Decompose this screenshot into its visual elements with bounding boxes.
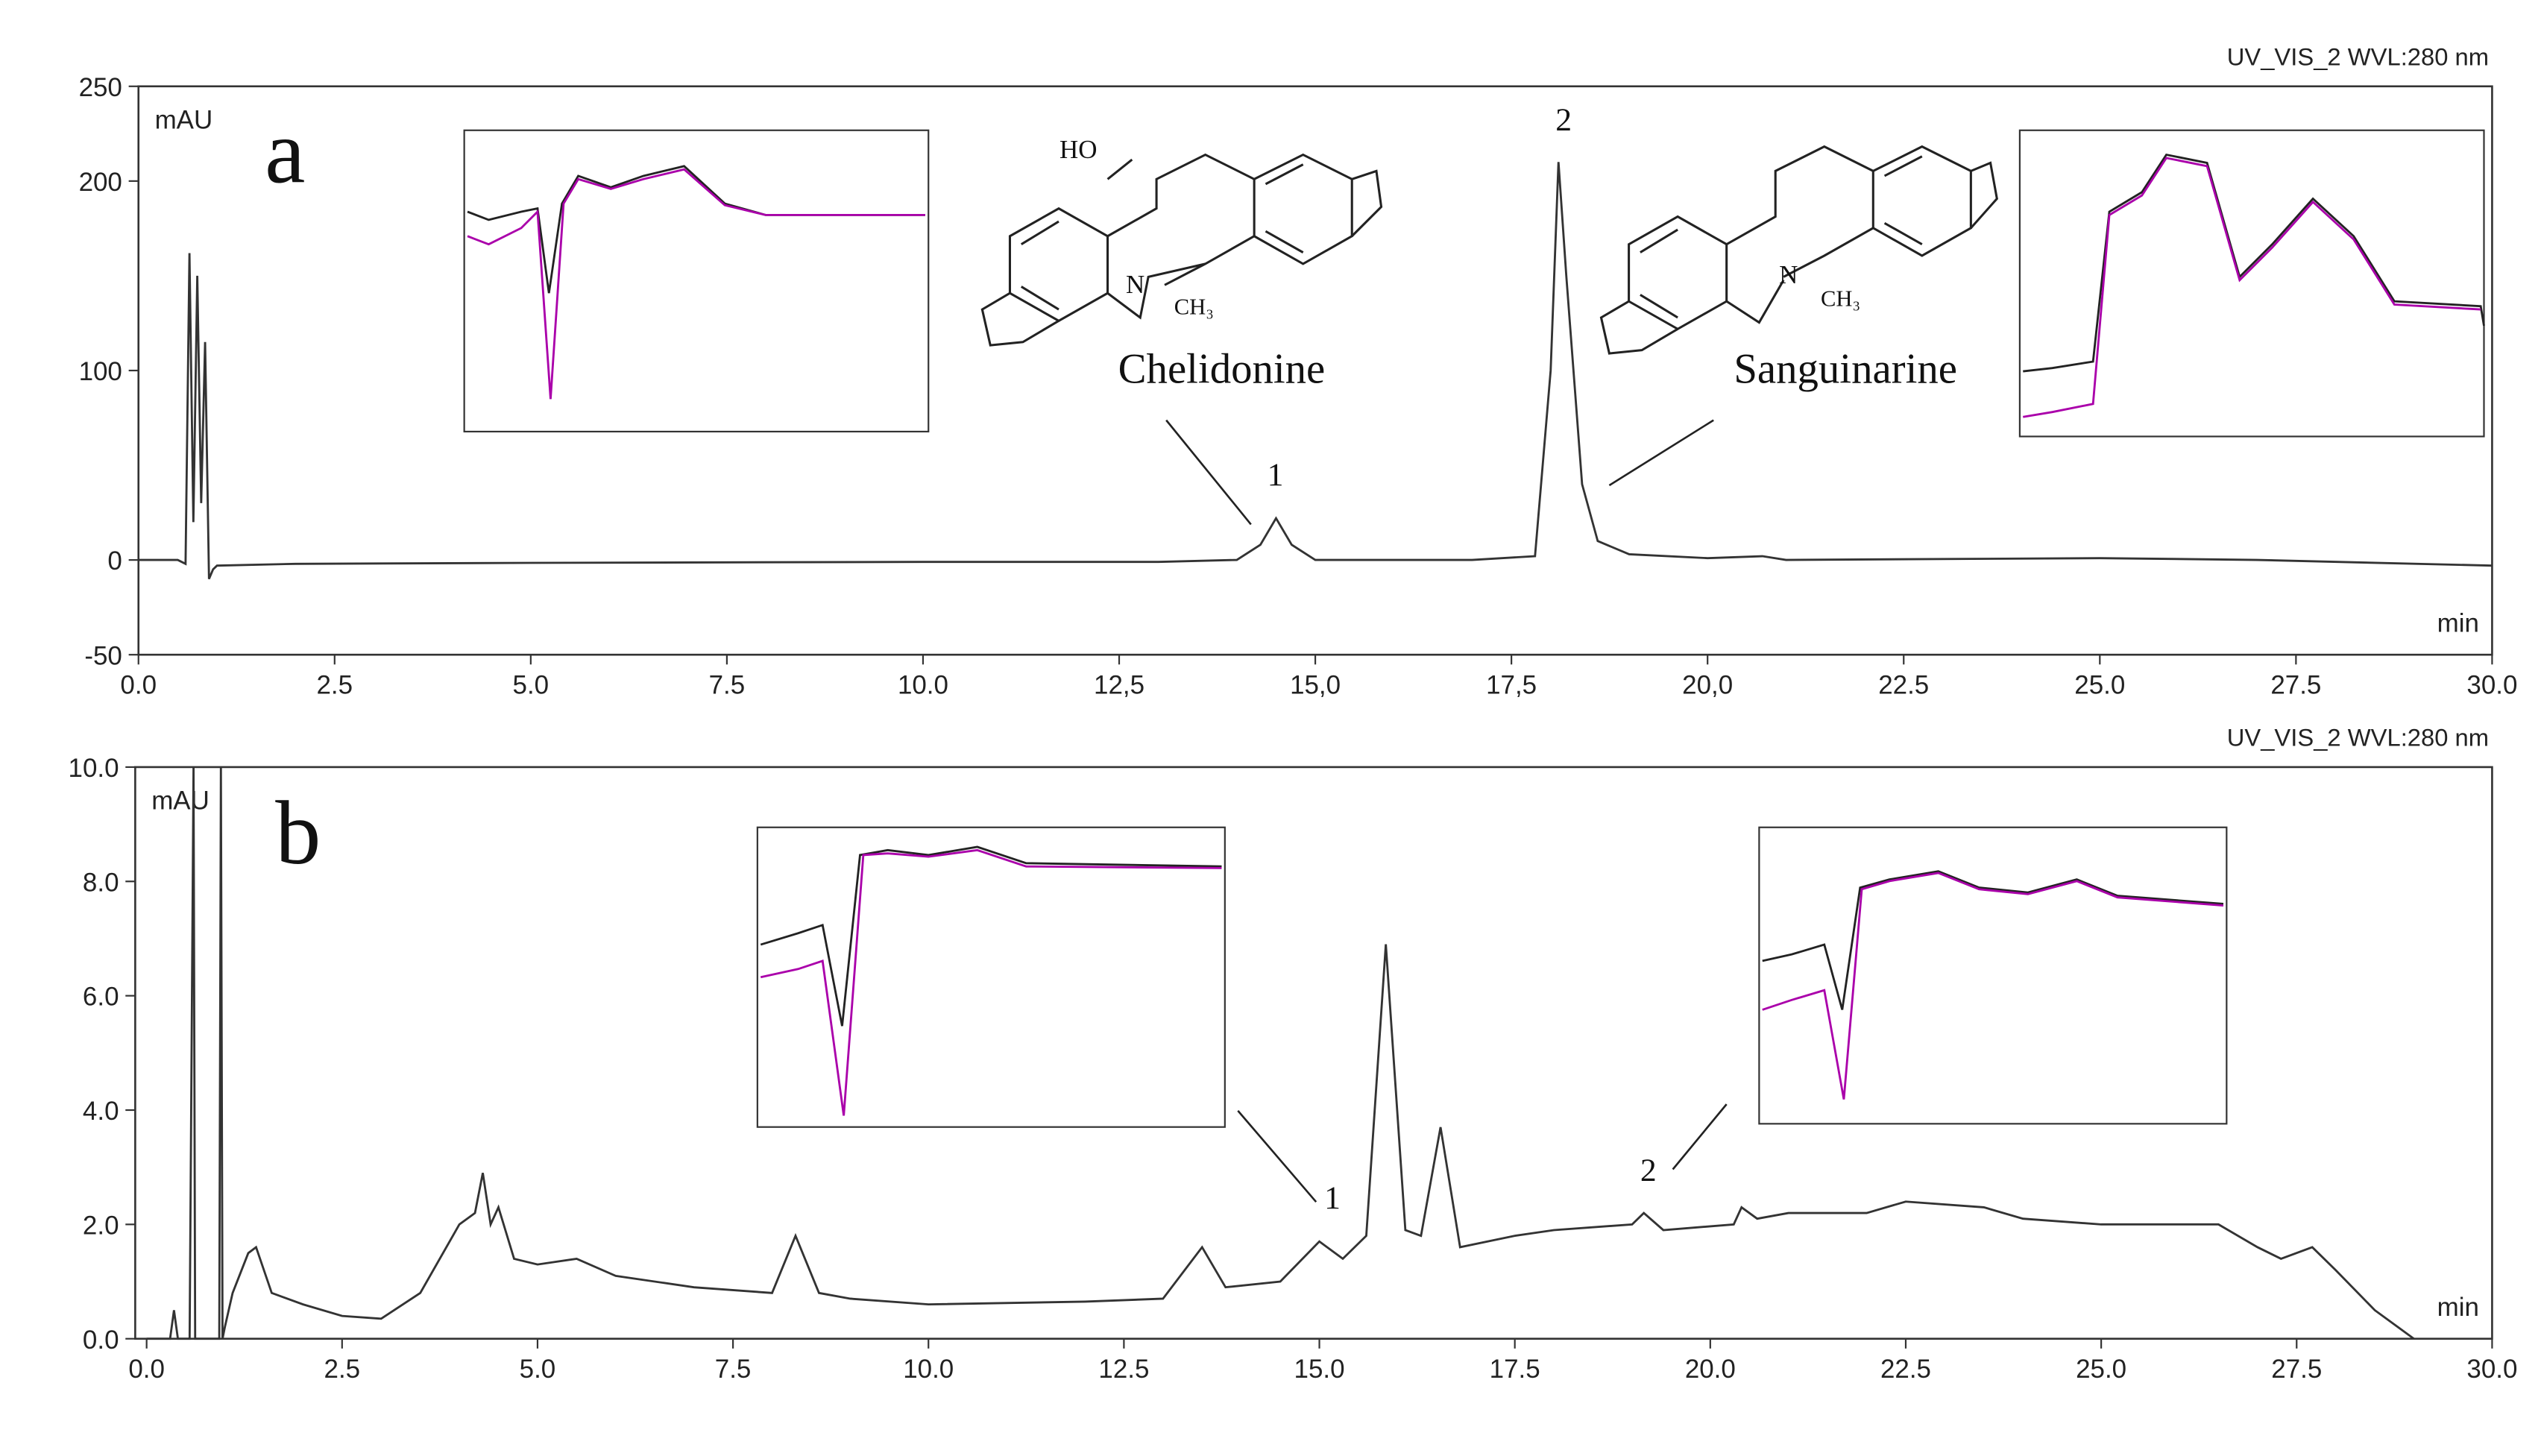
x-tick-label: 15.0 <box>1294 1355 1345 1384</box>
x-tick-label: 10.0 <box>903 1355 954 1384</box>
x-tick-label: 27.5 <box>2271 1355 2322 1384</box>
x-tick-label: 20,0 <box>1682 671 1733 700</box>
x-tick-label: 7.5 <box>709 671 746 700</box>
x-tick-label: 12.5 <box>1098 1355 1149 1384</box>
annotation: 1 <box>1324 1180 1341 1216</box>
x-tick-label: 20.0 <box>1685 1355 1736 1384</box>
x-tick-label: 17.5 <box>1490 1355 1540 1384</box>
y-tick-label: 250 <box>79 73 122 102</box>
x-tick-label: 25.0 <box>2074 671 2125 700</box>
structure-drawings <box>980 145 1998 355</box>
x-tick-label: 2.5 <box>324 1355 361 1384</box>
plot-frame <box>134 766 2493 1340</box>
chromatogram-line <box>138 162 2493 580</box>
x-tick-label: 0.0 <box>120 671 157 700</box>
x-tick-label: 30.0 <box>2466 671 2517 700</box>
chromatogram-line <box>146 766 2415 1340</box>
y-tick-label: -50 <box>84 641 122 670</box>
y-tick-label: 6.0 <box>83 983 119 1012</box>
annotation: CH₃ <box>1174 294 1214 320</box>
x-tick-label: 17,5 <box>1486 671 1537 700</box>
annotation: HO <box>1059 135 1097 164</box>
x-tick-label: 30.0 <box>2466 1355 2517 1384</box>
y-tick-label: 0 <box>107 546 122 576</box>
annotation: N <box>1779 260 1798 289</box>
inset-frames <box>463 129 2485 1128</box>
annotation: CH₃ <box>1821 286 1860 312</box>
y-tick-label: 10.0 <box>69 754 119 783</box>
x-tick-label: 2.5 <box>316 671 353 700</box>
annotation: N <box>1126 270 1144 299</box>
chart-title: UV_VIS_2 WVL:280 nm <box>2227 724 2489 751</box>
annotation: Chelidonine <box>1118 345 1326 392</box>
y-tick-label: 8.0 <box>83 868 119 897</box>
x-tick-label: 27.5 <box>2270 671 2321 700</box>
y-tick-label: 200 <box>79 168 122 197</box>
chart-title: UV_VIS_2 WVL:280 nm <box>2227 42 2489 70</box>
annotation: b <box>275 783 321 883</box>
annotation: 2 <box>1640 1153 1657 1188</box>
y-tick-label: 0.0 <box>83 1326 119 1355</box>
annotation: a <box>265 102 305 203</box>
x-tick-label: 5.0 <box>520 1355 556 1384</box>
y-axis-label: mAU <box>155 106 213 135</box>
y-tick-label: 100 <box>79 357 122 386</box>
leader-lines <box>1165 419 1728 1203</box>
inset-curves <box>467 153 2485 1116</box>
x-axis-label: min <box>2437 1293 2479 1322</box>
x-tick-label: 22.5 <box>1878 671 1929 700</box>
x-axis-label: min <box>2437 609 2479 638</box>
x-tick-label: 25.0 <box>2076 1355 2126 1384</box>
y-tick-label: 2.0 <box>83 1211 119 1240</box>
y-tick-label: 4.0 <box>83 1097 119 1126</box>
x-tick-label: 22.5 <box>1880 1355 1931 1384</box>
annotation: Sanguinarine <box>1734 345 1957 392</box>
x-tick-label: 0.0 <box>128 1355 165 1384</box>
x-tick-label: 12,5 <box>1094 671 1144 700</box>
annotation: 1 <box>1268 457 1284 493</box>
x-tick-label: 15,0 <box>1290 671 1341 700</box>
x-tick-label: 7.5 <box>715 1355 752 1384</box>
annotation: 2 <box>1555 102 1572 138</box>
x-tick-label: 10.0 <box>898 671 948 700</box>
y-axis-label: mAU <box>151 787 210 816</box>
x-tick-label: 5.0 <box>513 671 550 700</box>
